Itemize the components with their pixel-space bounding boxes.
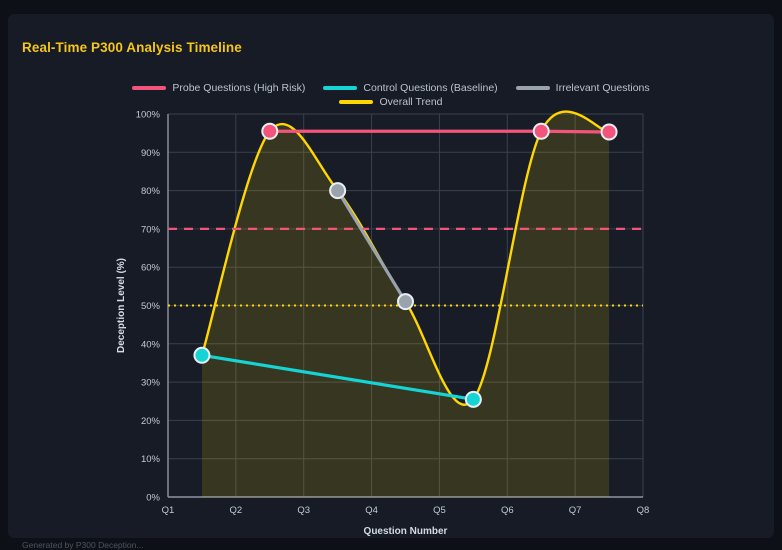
x-tick-label: Q4: [365, 505, 378, 516]
legend-item-overall-trend[interactable]: Overall Trend: [339, 96, 443, 108]
y-axis-title: Deception Level (%): [116, 258, 127, 353]
data-point-irrelevant-questions[interactable]: [329, 182, 347, 200]
data-point-probe-questions-high-risk[interactable]: [600, 123, 618, 141]
y-tick-label: 40%: [141, 339, 161, 350]
legend-label-control: Control Questions (Baseline): [363, 82, 498, 94]
chart-panel: Real-Time P300 Analysis Timeline Probe Q…: [8, 14, 774, 538]
x-tick-label: Q1: [162, 505, 175, 516]
data-point-irrelevant-questions[interactable]: [397, 293, 414, 311]
data-point-probe-questions-high-risk[interactable]: [261, 122, 279, 140]
legend-row-primary: Probe Questions (High Risk) Control Ques…: [132, 82, 650, 94]
y-tick-label: 100%: [136, 110, 161, 121]
y-tick-label: 30%: [141, 378, 161, 389]
legend-item-probe[interactable]: Probe Questions (High Risk): [132, 82, 305, 94]
x-tick-label: Q5: [433, 505, 446, 516]
legend-swatch-control: [323, 86, 358, 90]
legend-label-probe: Probe Questions (High Risk): [172, 82, 306, 94]
x-tick-label: Q3: [297, 505, 310, 516]
data-point-probe-questions-high-risk[interactable]: [532, 122, 550, 140]
series-line-irrelevant-questions: [336, 189, 408, 304]
legend-label-overall-trend: Overall Trend: [379, 96, 443, 108]
y-tick-label: 90%: [141, 148, 161, 159]
y-tick-label: 80%: [141, 186, 161, 197]
x-axis-title: Question Number: [364, 526, 448, 537]
page-title: Real-Time P300 Analysis Timeline: [22, 40, 242, 55]
x-tick-label: Q8: [637, 505, 650, 516]
legend-row-secondary: Overall Trend: [339, 96, 443, 108]
x-tick-label: Q2: [230, 505, 243, 516]
chart-svg: 0% 10% 20% 30% 40% 50% 60% 70% 80% 90% 100% Q1 Q2 Q3 Q…: [116, 110, 650, 538]
y-tick-label: 70%: [141, 224, 161, 235]
y-tick-label: 0%: [146, 493, 160, 504]
series-line-probe-questions-high-risk: [268, 129, 611, 134]
x-tick-label: Q7: [569, 505, 582, 516]
chart-legend: Probe Questions (High Risk) Control Ques…: [8, 82, 774, 108]
legend-label-irrelevant: Irrelevant Questions: [555, 82, 650, 94]
legend-swatch-probe: [132, 86, 167, 90]
y-tick-label: 10%: [141, 454, 161, 465]
legend-item-control[interactable]: Control Questions (Baseline): [323, 82, 498, 94]
y-tick-label: 20%: [141, 416, 161, 427]
data-point-control-questions-baseline[interactable]: [193, 346, 211, 364]
footer-note: Generated by P300 Deception...: [22, 540, 144, 550]
series-line-control-questions-baseline: [200, 353, 475, 401]
legend-swatch-overall-trend: [339, 100, 374, 104]
legend-item-irrelevant[interactable]: Irrelevant Questions: [515, 82, 650, 94]
legend-swatch-irrelevant: [515, 86, 550, 90]
y-tick-label: 60%: [141, 263, 161, 274]
plot-area: 0% 10% 20% 30% 40% 50% 60% 70% 80% 90% 100% Q1 Q2 Q3 Q…: [8, 14, 774, 538]
y-tick-label: 50%: [141, 301, 161, 312]
data-point-control-questions-baseline[interactable]: [464, 390, 482, 408]
x-tick-label: Q6: [501, 505, 514, 516]
